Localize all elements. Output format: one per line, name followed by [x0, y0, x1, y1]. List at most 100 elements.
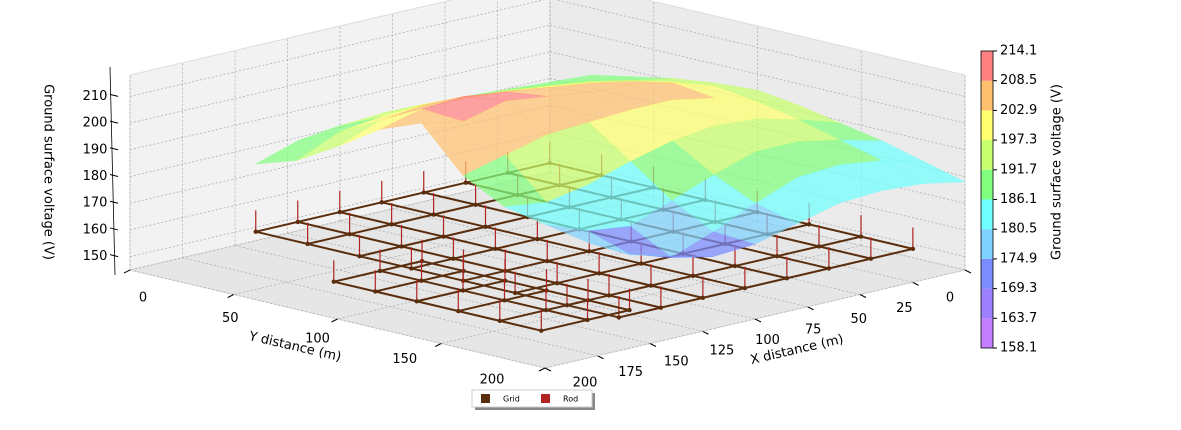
grid-node	[419, 278, 424, 283]
z-tick-label: 200	[83, 116, 108, 131]
colorbar-band	[981, 169, 993, 200]
colorbar-band	[981, 80, 993, 111]
z-tick-label: 180	[83, 169, 108, 184]
y-tick	[331, 318, 338, 323]
grid-node	[606, 293, 612, 298]
colorbar-band	[981, 140, 993, 170]
grid-conductor	[566, 235, 862, 307]
grid-conductor	[618, 247, 914, 319]
z-tick-label: 160	[83, 222, 108, 237]
grid-node	[784, 276, 790, 281]
legend-box	[471, 389, 593, 408]
colorbar-band	[981, 258, 993, 289]
z-tick-label: 190	[83, 142, 108, 157]
grid-conductor	[255, 230, 620, 319]
legend: Grid Rod	[471, 389, 595, 410]
legend-label: Rod	[563, 395, 578, 404]
z-tick	[109, 200, 119, 204]
grid-node	[379, 200, 384, 205]
grid-node	[493, 246, 498, 252]
grid-conductor	[421, 260, 630, 312]
colorbar-tick-label: 158.1	[1000, 341, 1037, 356]
grid-node	[627, 307, 632, 313]
grid-node	[512, 290, 518, 296]
grid-node	[357, 254, 362, 259]
y-tick	[538, 367, 546, 372]
grid-node	[539, 328, 544, 333]
grid-node	[377, 268, 383, 274]
z-axis	[109, 66, 116, 276]
colorbar-tick-label: 197.3	[1000, 133, 1037, 148]
y-tick	[227, 294, 234, 298]
x-tick	[702, 330, 709, 335]
colorbar-band	[981, 51, 993, 81]
colorbar-tick-label: 180.5	[1000, 222, 1037, 237]
grid-node	[409, 266, 414, 271]
z-tick	[109, 93, 119, 97]
grid-node	[700, 295, 706, 301]
grid-node	[545, 258, 550, 264]
x-tick	[912, 281, 919, 286]
grid-node	[868, 256, 874, 261]
legend-swatch	[481, 394, 490, 403]
grid-line	[549, 24, 966, 124]
grid-node	[587, 249, 592, 254]
z-tick-label: 170	[83, 196, 108, 211]
z-tick-label: 210	[83, 89, 108, 104]
x-tick-label: 125	[709, 344, 734, 359]
grid-node	[331, 279, 336, 284]
grid-node	[347, 231, 352, 237]
x-tick-label: 75	[805, 322, 822, 337]
grid-node	[337, 209, 342, 215]
grid-node	[463, 180, 468, 185]
grid-conductor	[333, 280, 542, 332]
grid-node	[742, 285, 748, 291]
grid-node	[535, 236, 540, 242]
grid-node	[295, 219, 300, 225]
colorbar-tick-label: 191.7	[1000, 162, 1037, 177]
y-tick-label: 100	[305, 332, 330, 347]
x-tick-label: 25	[896, 301, 913, 316]
grid-node	[373, 289, 378, 294]
colorbar-tick-label: 186.1	[1000, 192, 1037, 207]
grid-node	[502, 298, 507, 303]
grid-node	[253, 229, 258, 234]
colorbar-band	[981, 110, 993, 141]
colorbar-tick-label: 163.7	[1000, 311, 1037, 326]
grid-node	[543, 307, 549, 313]
colorbar-band	[981, 318, 993, 348]
grid-conductor	[379, 269, 588, 321]
y-tick	[435, 343, 442, 347]
grid-node	[483, 224, 488, 230]
grid-node	[431, 212, 436, 217]
grid-node	[456, 308, 461, 314]
grid-line	[555, 0, 966, 97]
x-tick	[649, 343, 657, 347]
grid-node	[648, 283, 654, 288]
grid-node	[910, 246, 916, 252]
x-tick	[807, 306, 814, 311]
grid-node	[421, 190, 426, 195]
grid-line	[339, 220, 756, 320]
y-tick-label: 150	[392, 352, 417, 367]
grid-node	[441, 234, 446, 239]
grid-conductor	[381, 201, 746, 290]
legend-swatch	[541, 394, 550, 403]
colorbar-tick-label: 169.3	[1000, 281, 1037, 296]
grid-conductor	[297, 220, 662, 309]
grid-node	[585, 317, 590, 323]
grid-node	[826, 266, 832, 271]
y-tick-label: 0	[139, 291, 147, 306]
grid-node	[451, 256, 456, 261]
grid-node	[460, 288, 466, 293]
grid-node	[554, 280, 560, 286]
grid-node	[414, 299, 419, 304]
colorbar-tick-label: 174.9	[1000, 251, 1037, 266]
y-tick-label: 50	[222, 311, 239, 326]
grid-node	[596, 271, 602, 276]
z-tick	[109, 147, 119, 151]
grid-node	[473, 202, 478, 207]
grid-node	[816, 244, 822, 249]
grid-node	[399, 244, 404, 249]
